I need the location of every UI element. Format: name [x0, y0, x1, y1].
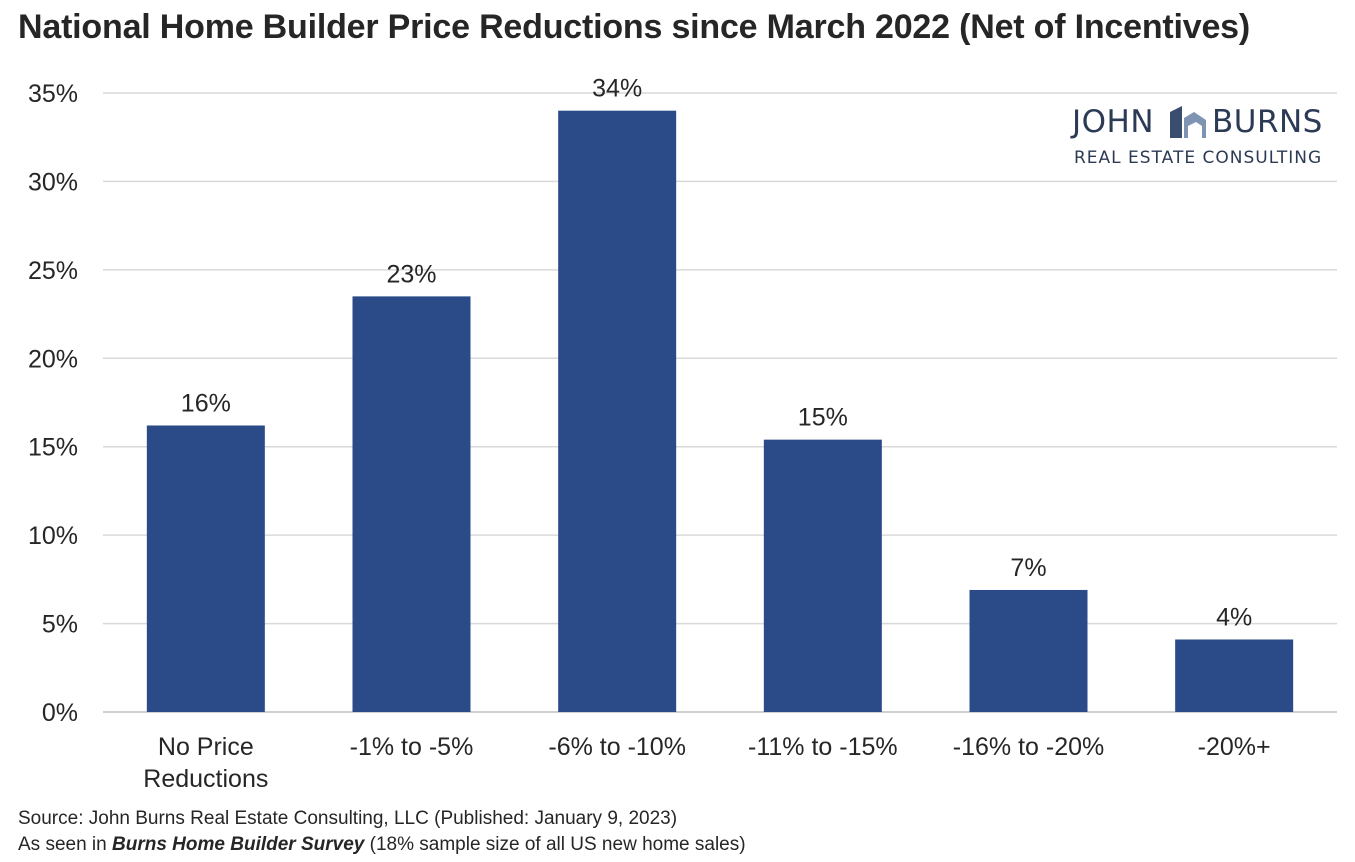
data-label: 4% — [1216, 603, 1252, 631]
bar-chart: 0% 5% 10% 15% 20% 25% 30% 35% 16% No Price Reducti… — [28, 75, 1337, 793]
logo-tagline: REAL ESTATE CONSULTING — [1074, 148, 1323, 168]
y-tick-label: 0% — [42, 699, 78, 727]
x-tick-label: Reductions — [143, 765, 268, 793]
logo-name-right: BURNS — [1212, 104, 1323, 140]
chart-title: National Home Builder Price Reductions s… — [18, 8, 1251, 46]
y-tick-label: 10% — [28, 522, 78, 550]
y-tick-label: 5% — [42, 611, 78, 639]
data-label: 7% — [1010, 554, 1046, 582]
survey-note: As seen in Burns Home Builder Survey (18… — [18, 834, 746, 856]
y-tick-label: 35% — [28, 80, 78, 108]
y-tick-label: 15% — [28, 434, 78, 462]
x-tick-label: -16% to -20% — [953, 733, 1104, 761]
bar — [969, 589, 1088, 712]
survey-name: Burns Home Builder Survey — [112, 834, 365, 855]
survey-note-prefix: As seen in — [18, 834, 112, 855]
data-label: 15% — [798, 404, 848, 432]
x-tick-label: -11% to -15% — [748, 733, 898, 761]
y-tick-label: 20% — [28, 345, 78, 373]
bar — [1175, 639, 1294, 712]
x-tick-label: -20%+ — [1198, 733, 1271, 761]
bar — [558, 110, 677, 712]
x-tick-label: -1% to -5% — [350, 733, 474, 761]
source-note: Source: John Burns Real Estate Consultin… — [18, 808, 678, 829]
x-tick-label: No Price — [158, 733, 254, 761]
john-burns-logo: JOHN BURNS REAL ESTATE CONSULTING — [1070, 104, 1330, 174]
data-label: 23% — [386, 260, 436, 288]
bar — [352, 296, 471, 712]
bar — [146, 425, 265, 712]
data-label: 34% — [592, 75, 642, 103]
y-tick-label: 30% — [28, 168, 78, 196]
survey-note-suffix: (18% sample size of all US new home sale… — [364, 834, 746, 855]
house-logo-icon — [1170, 106, 1206, 138]
x-tick-label: -6% to -10% — [548, 733, 686, 761]
bar — [763, 439, 882, 712]
y-tick-label: 25% — [28, 257, 78, 285]
data-label: 16% — [181, 389, 231, 417]
logo-name-left: JOHN — [1072, 104, 1155, 140]
